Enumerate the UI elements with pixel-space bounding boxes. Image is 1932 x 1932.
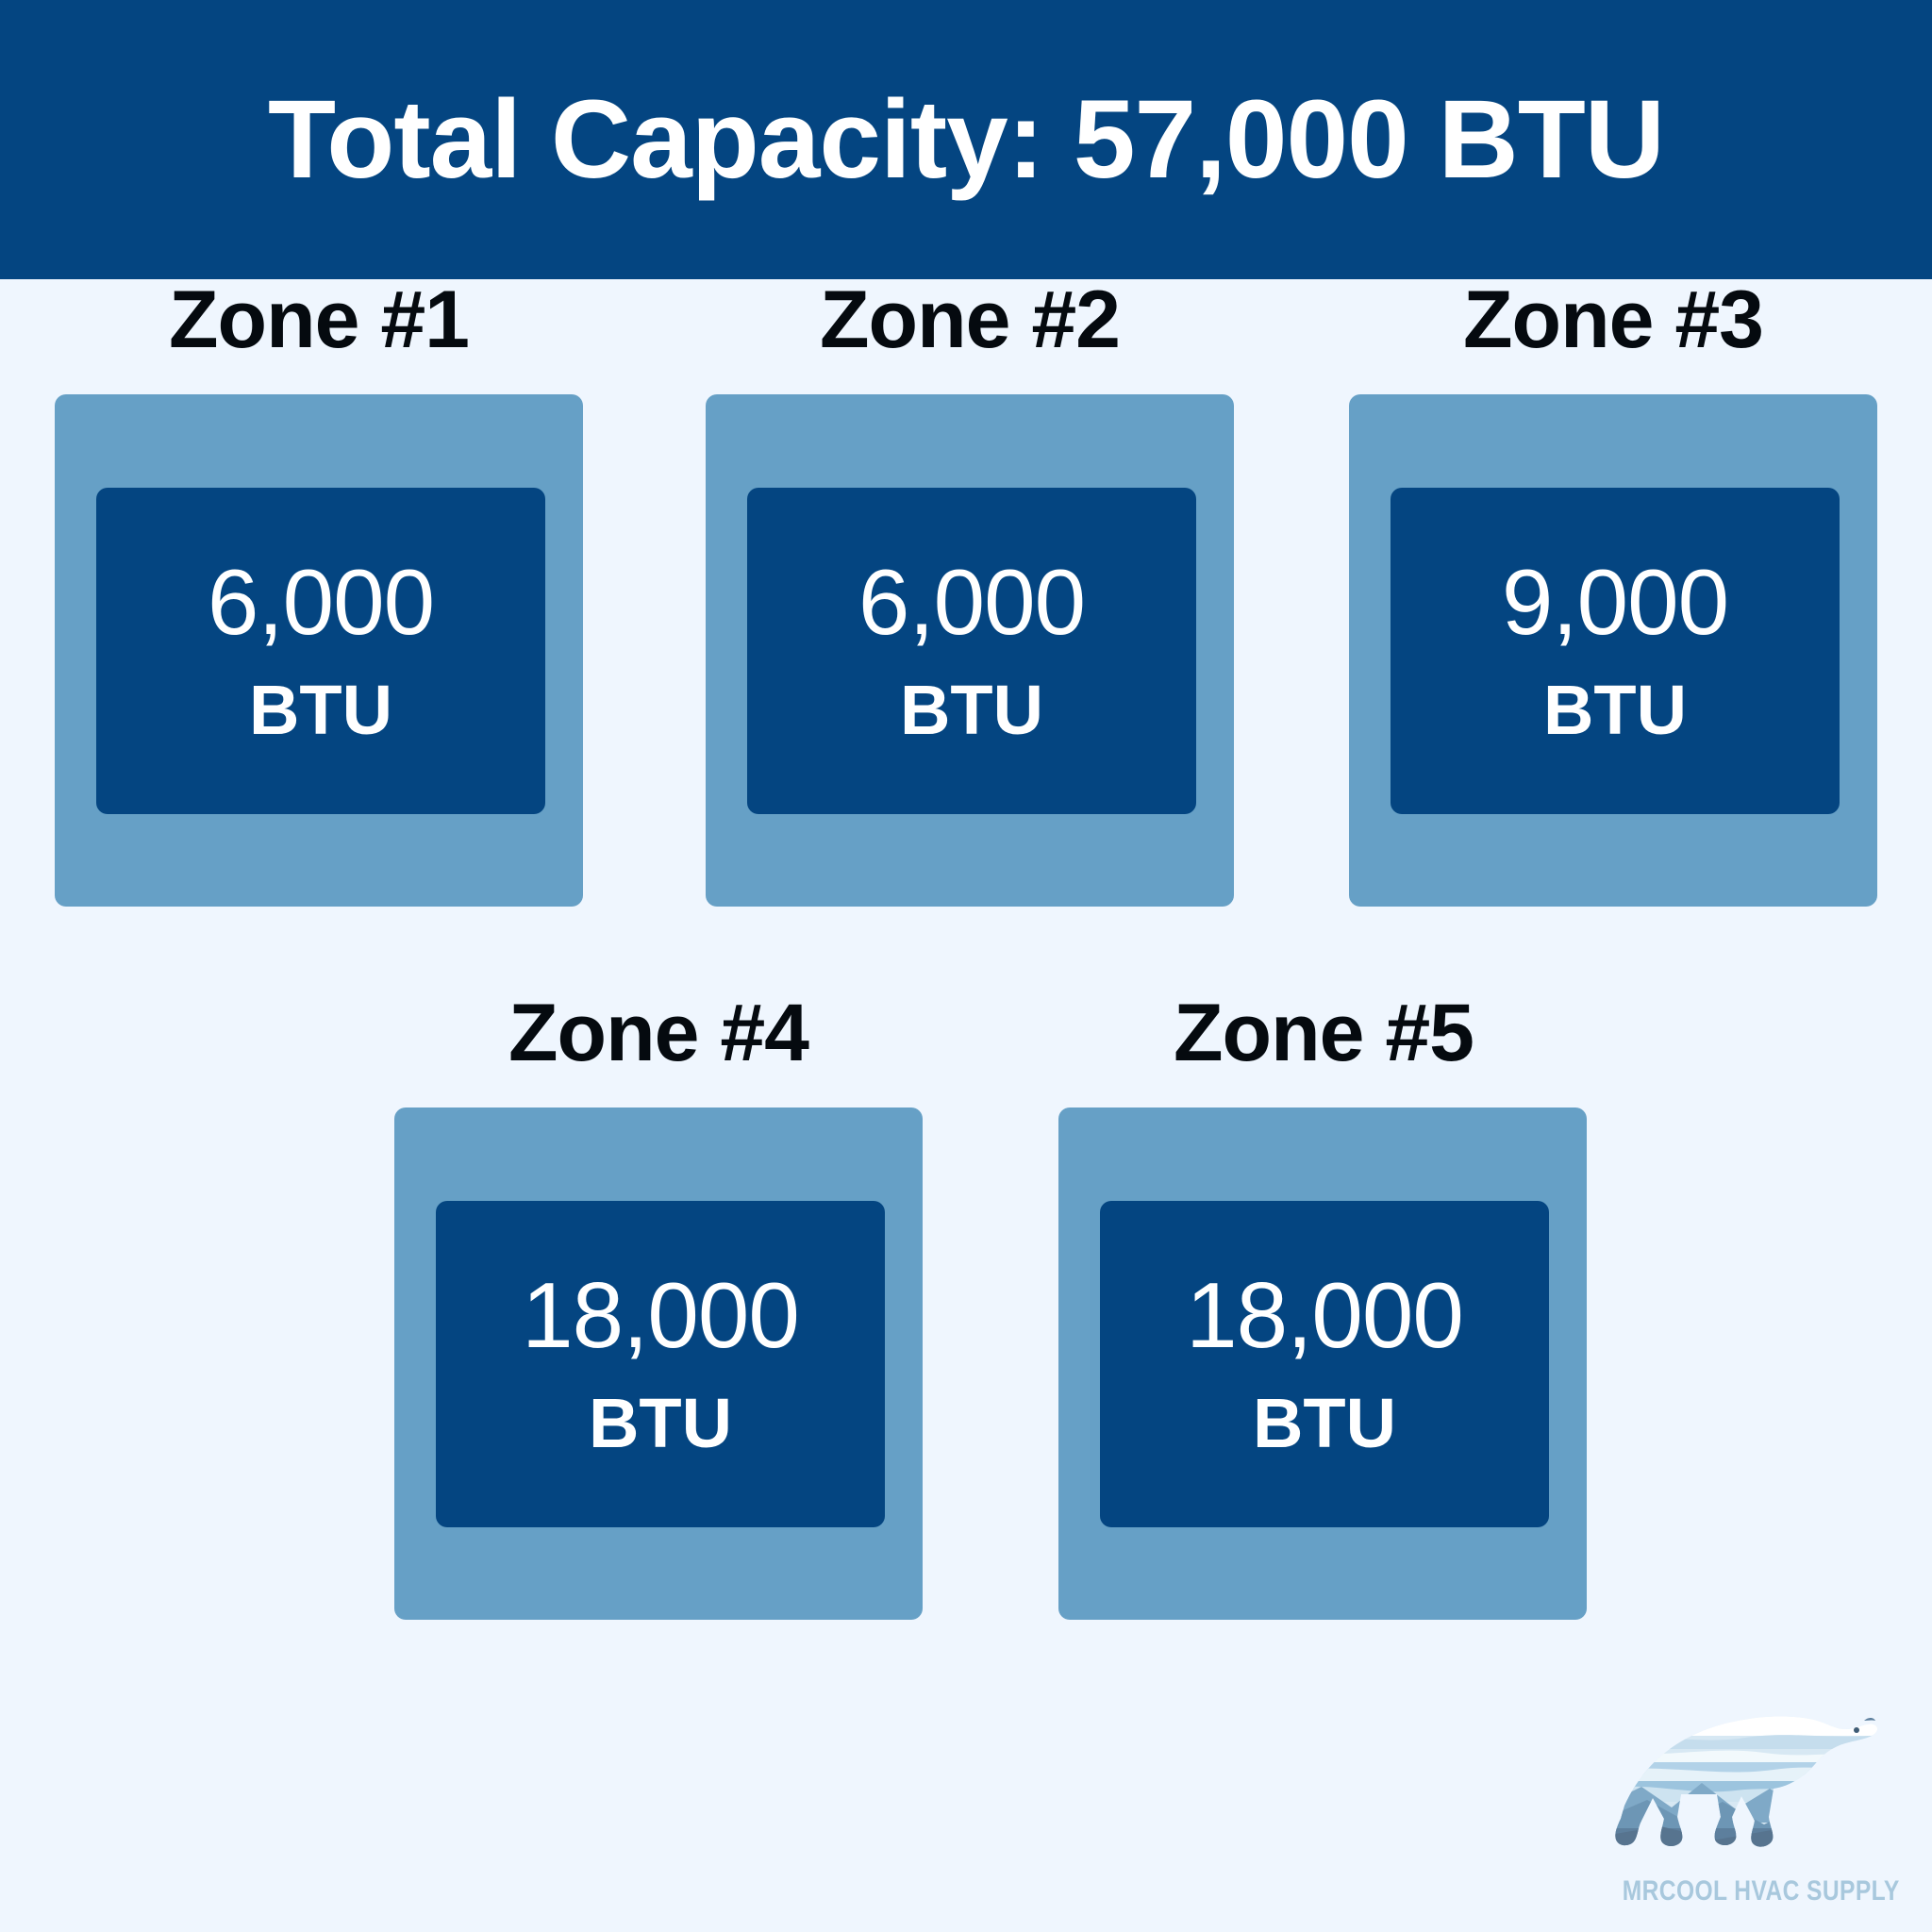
zone-unit-2: BTU (899, 670, 1044, 749)
zone-label-3: Zone #3 (1463, 275, 1764, 365)
zone-unit-1: BTU (248, 670, 393, 749)
zone-capacity-box-3: 9,000 BTU (1391, 488, 1840, 814)
brand-logo: MRCOOL HVAC SUPPLY (1594, 1707, 1906, 1920)
zone-label-2: Zone #2 (820, 275, 1121, 365)
zone-card-outer-4: 18,000 BTU (394, 1108, 923, 1620)
zone-value-2: 6,000 (858, 549, 1086, 654)
zones-grid: Zone #1 6,000 BTU Zone #2 6,000 BTU Zone… (0, 279, 1932, 1932)
zone-unit-3: BTU (1542, 670, 1688, 749)
zone-unit-4: BTU (588, 1383, 733, 1462)
page-title: Total Capacity: 57,000 BTU (267, 77, 1665, 202)
zone-value-5: 18,000 (1186, 1262, 1464, 1367)
header-banner: Total Capacity: 57,000 BTU (0, 0, 1932, 279)
zone-capacity-box-5: 18,000 BTU (1100, 1201, 1549, 1527)
zone-card-outer-3: 9,000 BTU (1349, 394, 1877, 907)
zone-card-outer-5: 18,000 BTU (1058, 1108, 1587, 1620)
zone-value-4: 18,000 (522, 1262, 800, 1367)
zone-capacity-box-4: 18,000 BTU (436, 1201, 885, 1527)
zone-value-1: 6,000 (207, 549, 435, 654)
zone-card-outer-1: 6,000 BTU (55, 394, 583, 907)
zone-label-1: Zone #1 (169, 275, 470, 365)
logo-wordmark: MRCOOL HVAC SUPPLY (1622, 1875, 1900, 1907)
zone-label-4: Zone #4 (508, 988, 809, 1078)
zone-capacity-box-2: 6,000 BTU (747, 488, 1196, 814)
zone-capacity-box-1: 6,000 BTU (96, 488, 545, 814)
polar-bear-icon (1604, 1707, 1887, 1868)
zone-card-outer-2: 6,000 BTU (706, 394, 1234, 907)
zone-unit-5: BTU (1252, 1383, 1397, 1462)
zone-value-3: 9,000 (1501, 549, 1729, 654)
zone-label-5: Zone #5 (1174, 988, 1474, 1078)
